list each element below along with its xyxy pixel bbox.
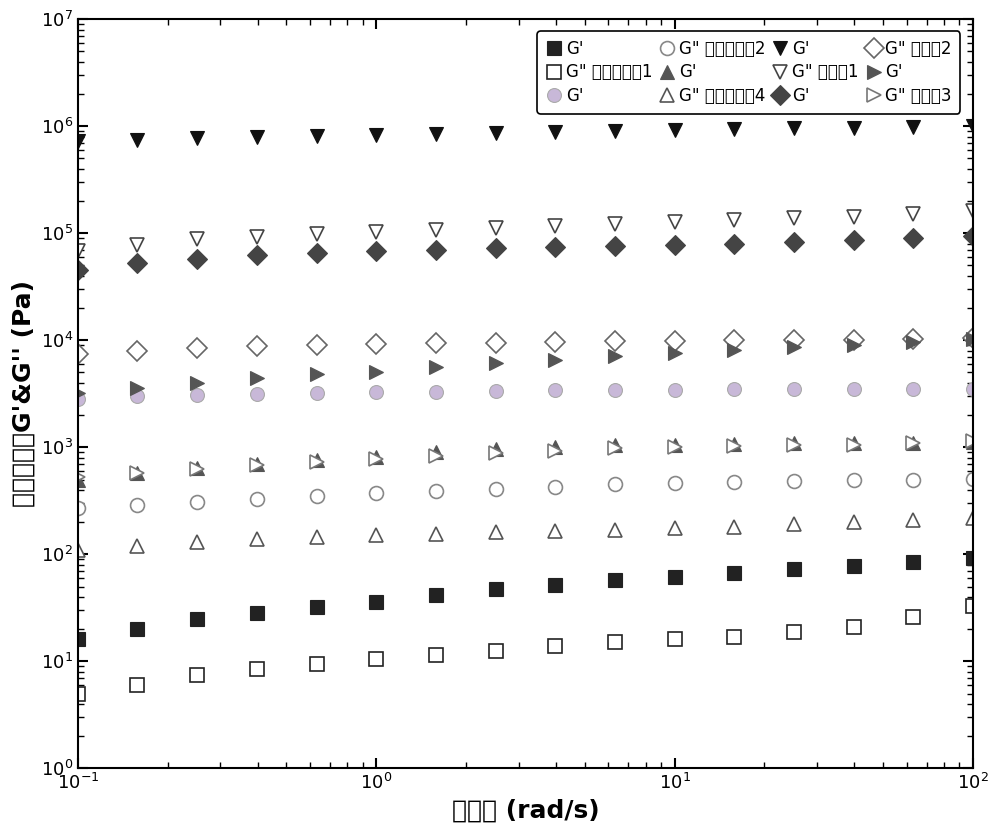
Y-axis label: 粘弹性模量G'&G'' (Pa): 粘弹性模量G'&G'' (Pa) xyxy=(11,280,35,507)
X-axis label: 角频率 (rad/s): 角频率 (rad/s) xyxy=(452,799,599,823)
Legend: G', G" 水凝胶对比1, G', G" 水凝胶对比2, G', G" 水凝胶对比4, G', G" 水凝胶1, G', G" 水凝胶2, G', G" 水凝: G', G" 水凝胶对比1, G', G" 水凝胶对比2, G', G" 水凝胶… xyxy=(537,31,960,113)
